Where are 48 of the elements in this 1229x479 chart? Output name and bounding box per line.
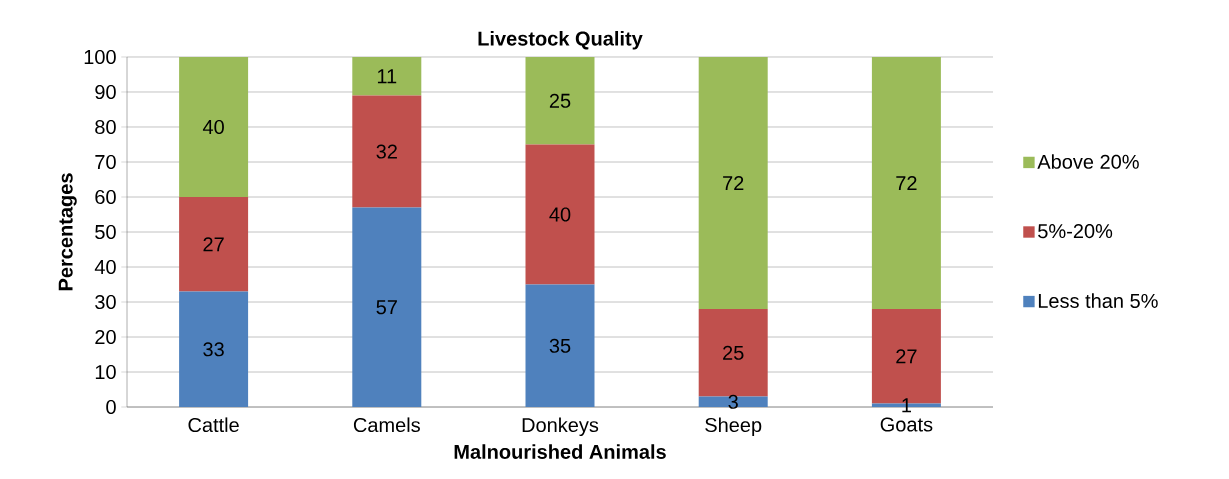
legend-label: Less than 5%: [1038, 293, 1158, 308]
y-tick-label: 20: [95, 329, 116, 345]
y-tick-label: 80: [95, 119, 116, 135]
data-label: 11: [377, 69, 397, 84]
data-label: 32: [376, 144, 397, 159]
legend-label: 5%-20%: [1038, 224, 1113, 239]
bar: [179, 197, 249, 292]
y-tick-label: 50: [95, 224, 116, 240]
x-tick-label: Sheep: [705, 417, 762, 437]
data-label: 27: [203, 237, 224, 252]
data-label: 35: [549, 338, 571, 353]
chart-title: Livestock Quality: [478, 30, 643, 50]
bar: [525, 57, 595, 145]
bar: [871, 57, 941, 309]
data-label: 57: [376, 300, 397, 315]
data-label: 40: [202, 119, 224, 135]
x-tick-label: Cattle: [188, 417, 239, 433]
data-label: 72: [896, 176, 917, 190]
data-label: 72: [723, 176, 744, 190]
y-tick-label: 40: [94, 259, 116, 275]
bar: [179, 291, 249, 407]
data-label: 25: [549, 93, 571, 108]
y-axis-title: Percentages: [58, 173, 77, 291]
data-label: 3: [728, 394, 738, 409]
x-tick-label: Camels: [353, 417, 420, 433]
x-axis-title: Malnourished Animals: [454, 444, 666, 459]
bar: [352, 57, 422, 96]
data-label: 25: [723, 345, 744, 360]
bar: [698, 57, 768, 309]
bar: [352, 207, 422, 407]
x-tick-label: Donkeys: [522, 417, 599, 437]
y-tick-label: 30: [95, 294, 116, 310]
y-tick-label: 70: [95, 154, 116, 170]
y-tick-label: 10: [95, 364, 116, 380]
bar: [525, 144, 595, 285]
data-label: 40: [549, 207, 571, 222]
x-tick-label: Goats: [880, 417, 933, 432]
y-tick-label: 60: [95, 189, 116, 205]
data-label: 33: [203, 342, 224, 357]
y-tick-label: 0: [106, 399, 116, 415]
bar: [179, 57, 249, 197]
y-tick-label: 100: [84, 49, 116, 65]
y-tick-label: 90: [95, 84, 116, 100]
data-label: 27: [896, 349, 917, 364]
legend-label: Above 20%: [1037, 154, 1139, 169]
bar: [698, 396, 768, 407]
bar: [352, 95, 422, 208]
bar: [525, 284, 595, 407]
